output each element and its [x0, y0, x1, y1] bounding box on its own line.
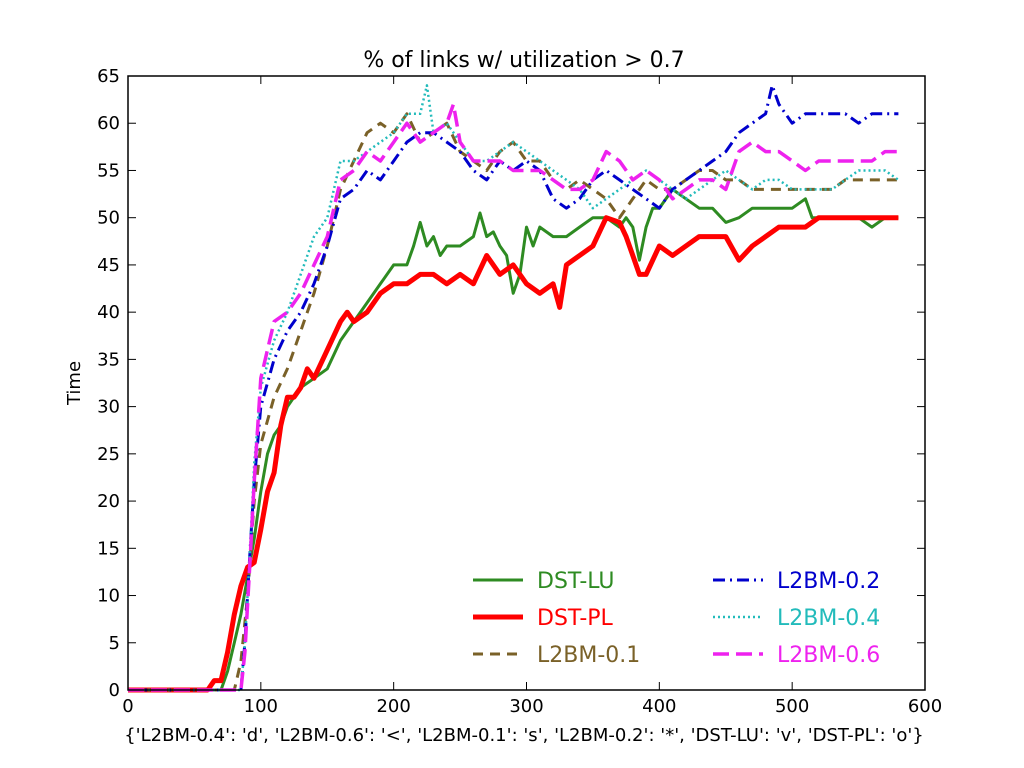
series-line-dst-lu: [128, 187, 899, 692]
y-tick-label: 65: [97, 66, 120, 87]
y-tick-label: 55: [97, 160, 120, 181]
y-tick-label: 40: [97, 302, 120, 323]
legend-label: L2BM-0.4: [777, 606, 880, 631]
y-tick-label: 30: [97, 397, 120, 418]
x-tick-label: 400: [642, 696, 676, 717]
x-tick-label: 0: [122, 696, 133, 717]
y-tick-label: 10: [97, 586, 120, 607]
y-tick-label: 35: [97, 349, 120, 370]
y-axis: 0 5 10 15 20 25 30 35 40 45 50 55 60 65: [97, 66, 925, 701]
y-axis-label: Time: [64, 361, 85, 406]
legend: DST-LU DST-PL L2BM-0.1 L2BM-0.2 L2BM-0.4 L2BM…: [473, 569, 880, 668]
series-line-dst-pl: [128, 215, 899, 693]
x-axis: 0 100 200 300 400 500 600: [122, 76, 942, 717]
x-tick-label: 500: [775, 696, 809, 717]
chart-title: % of links w/ utilization > 0.7: [363, 48, 684, 73]
series-line-l2bm-0-1: [128, 112, 899, 692]
y-tick-label: 60: [97, 113, 120, 134]
y-tick-label: 50: [97, 208, 120, 229]
x-tick-label: 200: [376, 696, 410, 717]
x-tick-label: 100: [244, 696, 278, 717]
series-layer: [128, 83, 900, 693]
y-tick-label: 45: [97, 255, 120, 276]
y-tick-label: 25: [97, 444, 120, 465]
legend-label: DST-PL: [537, 606, 614, 631]
y-tick-label: 0: [109, 680, 120, 701]
x-axis-label: {'L2BM-0.4': 'd', 'L2BM-0.6': '<', 'L2BM…: [124, 725, 924, 746]
y-tick-label: 5: [109, 633, 120, 654]
legend-label: DST-LU: [537, 569, 615, 594]
legend-label: L2BM-0.2: [777, 569, 880, 594]
series-line-l2bm-0-2: [128, 83, 899, 692]
series-line-l2bm-0-6: [128, 102, 899, 692]
y-tick-label: 15: [97, 538, 120, 559]
x-tick-label: 300: [509, 696, 543, 717]
x-tick-label: 600: [908, 696, 942, 717]
legend-label: L2BM-0.6: [777, 643, 880, 668]
y-tick-label: 20: [97, 491, 120, 512]
legend-label: L2BM-0.1: [537, 643, 640, 668]
series-line-l2bm-0-4: [128, 84, 900, 692]
